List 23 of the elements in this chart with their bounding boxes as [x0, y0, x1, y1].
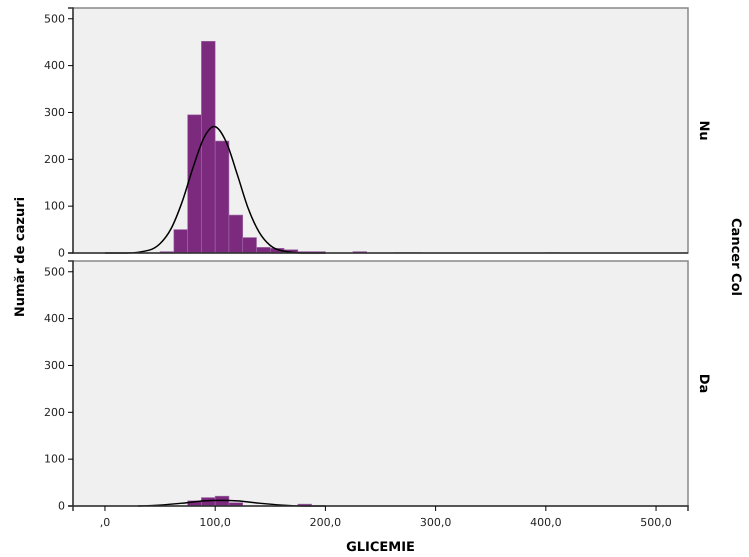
y-tick-label: 400 [44, 59, 65, 72]
y-tick-label: 300 [44, 106, 65, 119]
y-tick-label: 400 [44, 312, 65, 326]
y-tick-label: 0 [58, 246, 65, 260]
x-tick-label: 500,0 [640, 516, 672, 530]
y-tick-label: 200 [44, 406, 65, 419]
text: Nu [696, 120, 711, 141]
y-tick-label: 100 [44, 452, 65, 466]
y-axis-title: Număr de cazuri [13, 196, 28, 318]
x-tick-label: ,0 [100, 516, 110, 530]
y-tick-label: 0 [58, 500, 65, 513]
x-tick-label: 100,0 [199, 516, 231, 530]
y-tick-label: 300 [44, 358, 65, 372]
y-tick-label: 100 [44, 200, 65, 213]
x-tick-label: 200,0 [310, 516, 342, 530]
x-tick-label: 400,0 [530, 516, 562, 530]
text: Cancer Col [728, 218, 743, 296]
y-tick-label: 500 [44, 12, 65, 26]
x-tick-label: 300,0 [420, 516, 452, 530]
y-tick-label: 500 [44, 265, 65, 278]
x-axis-title: GLICEMIE [346, 540, 415, 555]
y-tick-label: 200 [44, 152, 65, 166]
text: Da [696, 374, 711, 394]
